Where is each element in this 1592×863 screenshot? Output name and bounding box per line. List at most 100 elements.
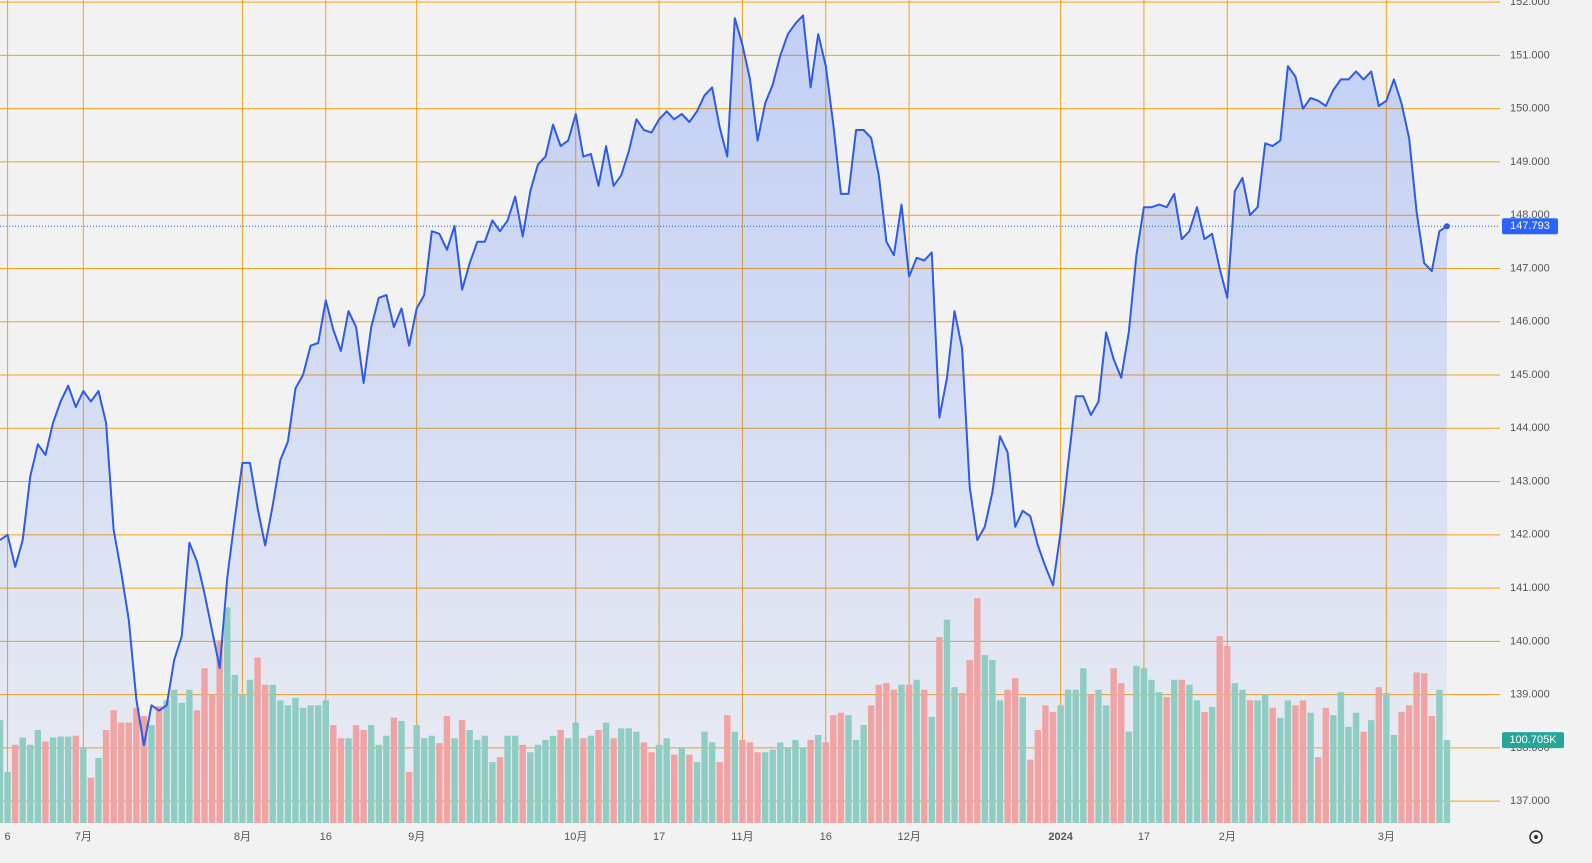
- volume-bar: [1201, 711, 1208, 823]
- volume-bar: [148, 725, 155, 823]
- volume-bar: [337, 738, 345, 823]
- volume-bar: [11, 744, 19, 823]
- volume-bar: [201, 668, 208, 823]
- volume-bar: [390, 717, 398, 823]
- volume-bar: [1140, 668, 1148, 823]
- y-tick-label: 146.000: [1510, 316, 1550, 328]
- volume-bar: [1330, 715, 1337, 823]
- volume-bar: [974, 598, 981, 823]
- volume-bar: [966, 660, 973, 823]
- x-tick-label: 9月: [408, 831, 425, 843]
- y-tick-label: 141.000: [1510, 582, 1550, 594]
- volume-bar: [1428, 716, 1436, 823]
- x-tick-label: 11月: [731, 831, 753, 843]
- volume-bar: [625, 728, 632, 823]
- x-tick-label: 12月: [897, 831, 920, 843]
- volume-bar: [1011, 678, 1019, 823]
- volume-bar: [34, 730, 42, 823]
- volume-bar: [102, 730, 110, 823]
- volume-bar: [1034, 730, 1042, 823]
- volume-bar: [595, 730, 602, 823]
- volume-bar: [1163, 697, 1170, 823]
- last-point: [1443, 223, 1450, 230]
- volume-bar: [421, 738, 428, 823]
- volume-bar: [352, 725, 360, 823]
- volume-bar: [883, 683, 890, 823]
- volume-bar: [64, 736, 72, 823]
- x-tick-label: 10月: [564, 831, 587, 843]
- volume-bar: [1314, 757, 1322, 823]
- volume-bar: [1254, 700, 1261, 823]
- volume-bar: [799, 748, 807, 823]
- y-tick-label: 142.000: [1510, 529, 1550, 541]
- x-tick-label: 8月: [234, 831, 251, 843]
- volume-bar: [0, 720, 4, 823]
- volume-bar: [549, 735, 557, 823]
- volume-bar: [398, 720, 405, 823]
- volume-bar: [383, 735, 390, 823]
- volume-bar: [307, 705, 314, 823]
- volume-bar: [1231, 683, 1239, 823]
- volume-bar: [981, 655, 989, 823]
- volume-label: 100.705K: [1509, 734, 1557, 746]
- volume-bar: [428, 735, 436, 823]
- volume-bar: [133, 707, 140, 823]
- y-tick-label: 145.000: [1510, 369, 1550, 381]
- volume-bar: [807, 739, 814, 823]
- volume-bar: [989, 660, 996, 823]
- volume-bar: [254, 657, 261, 823]
- volume-bar: [837, 712, 845, 823]
- volume-bar: [936, 637, 943, 823]
- volume-bar: [1064, 689, 1072, 823]
- volume-bar: [708, 742, 716, 823]
- volume-bar: [246, 679, 254, 823]
- volume-bar: [527, 752, 534, 823]
- volume-bar: [368, 725, 375, 823]
- settings-icon[interactable]: [1529, 830, 1543, 844]
- volume-bar: [572, 722, 579, 823]
- volume-bar: [27, 744, 34, 823]
- y-tick-label: 148.000: [1510, 209, 1550, 221]
- volume-bar: [1345, 726, 1352, 823]
- x-tick-label: 2024: [1048, 831, 1073, 843]
- volume-bar: [466, 730, 473, 823]
- y-tick-label: 139.000: [1510, 689, 1550, 701]
- volume-bar: [1360, 731, 1367, 823]
- volume-bar: [1413, 672, 1420, 823]
- volume-label-box: [1502, 732, 1564, 749]
- volume-bar: [436, 743, 443, 823]
- volume-bar: [542, 739, 549, 823]
- volume-bar: [1171, 679, 1178, 823]
- y-tick-label: 151.000: [1510, 49, 1550, 61]
- volume-bar: [277, 700, 284, 823]
- volume-bar: [890, 689, 898, 823]
- volume-bar: [1004, 689, 1011, 823]
- y-tick-label: 144.000: [1510, 422, 1550, 434]
- volume-bar: [663, 738, 670, 823]
- volume-bar: [860, 725, 867, 823]
- volume-bar: [678, 748, 686, 823]
- x-tick-label: 2月: [1219, 831, 1236, 843]
- volume-bar: [1390, 734, 1398, 823]
- volume-bar: [1110, 668, 1117, 823]
- volume-bar: [913, 679, 920, 823]
- volume-bar: [1307, 712, 1314, 823]
- volume-bar: [693, 762, 701, 823]
- volume-bar: [80, 748, 87, 823]
- y-tick-label: 152.000: [1510, 0, 1550, 8]
- volume-bar: [1352, 712, 1360, 823]
- volume-bar: [1057, 705, 1064, 823]
- volume-bar: [458, 720, 466, 823]
- x-tick-label: 16: [820, 831, 832, 843]
- volume-bar: [451, 738, 458, 823]
- volume-bar: [777, 742, 784, 823]
- volume-bar: [921, 689, 928, 823]
- volume-bar: [701, 731, 708, 823]
- volume-bar: [49, 737, 57, 823]
- volume-bar: [1080, 668, 1087, 823]
- volume-bar: [314, 705, 322, 823]
- volume-bar: [814, 734, 822, 823]
- volume-bar: [724, 715, 731, 823]
- volume-bar: [125, 722, 132, 823]
